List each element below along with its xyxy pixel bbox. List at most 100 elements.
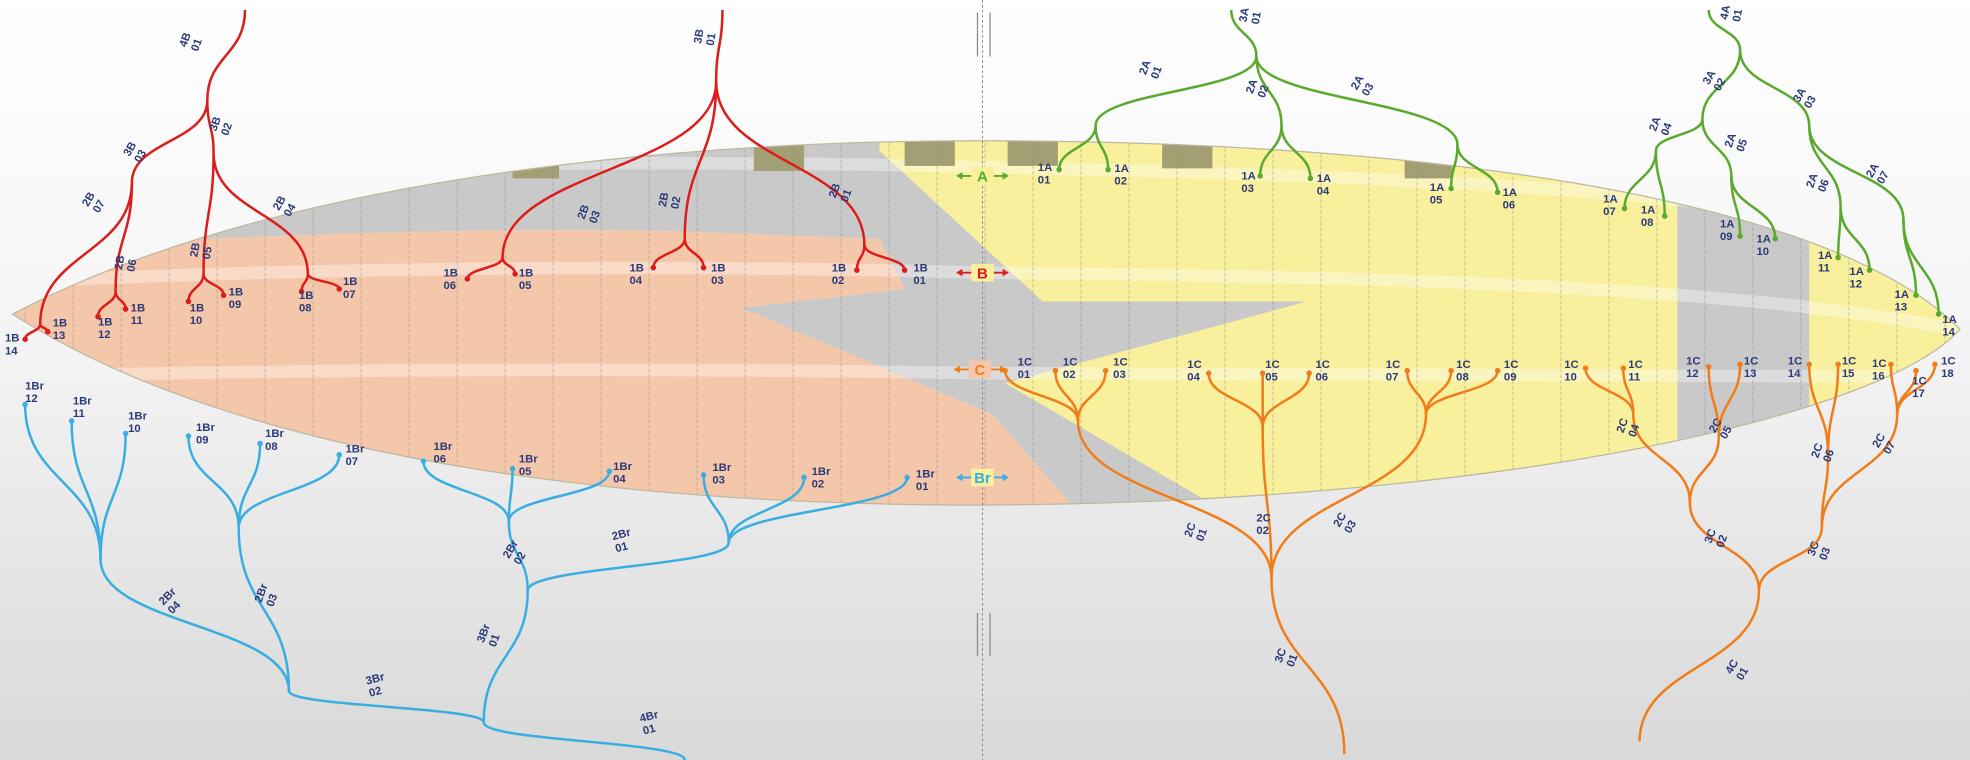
attachment-point [854, 267, 860, 273]
line-segment [1255, 56, 1283, 126]
line-code: 3C [1703, 527, 1719, 545]
line-code: 3A [1237, 7, 1251, 23]
line-segment [727, 477, 806, 543]
attachment-point [1582, 365, 1589, 371]
line-code: 1C [1265, 359, 1279, 371]
line-code: 1Br [196, 422, 215, 434]
attachment-point [22, 336, 28, 342]
line-number: 03 [1241, 183, 1254, 195]
line-number: 11 [131, 315, 143, 327]
line-number: 02 [812, 478, 825, 490]
line-number: 11 [1628, 372, 1640, 384]
line-code: 2C [1256, 512, 1270, 524]
line-code: 4Br [638, 709, 660, 726]
line-code: 1Br [916, 468, 935, 480]
attachment-point [220, 292, 227, 299]
line-segment [1632, 414, 1692, 503]
line-segment [1003, 370, 1080, 422]
line-segment [683, 81, 718, 239]
attachment-point [1052, 367, 1059, 374]
line-code: 1C [1456, 359, 1470, 371]
line-segment [1839, 207, 1871, 271]
attachment-point [95, 313, 101, 320]
line-segment [1688, 502, 1761, 591]
line-number: 06 [125, 258, 139, 272]
line-code: 2B [576, 203, 592, 221]
line-code: 1A [1942, 314, 1956, 326]
line-number: 18 [1941, 368, 1954, 380]
line-code: 1B [711, 262, 725, 274]
attachment-point [122, 430, 129, 437]
line-number: 02 [832, 275, 845, 287]
line-code: 1A [1756, 233, 1770, 245]
line-segment [702, 474, 730, 543]
attachment-point [420, 458, 427, 464]
line-number: 08 [1641, 217, 1654, 229]
line-code: 1C [1113, 357, 1127, 369]
line-segment [727, 477, 909, 544]
line-segment [501, 81, 718, 258]
line-code: 1A [1430, 182, 1444, 194]
marker-bg [971, 468, 994, 487]
marker-arrowhead [953, 365, 1007, 374]
line-code: 1Br [519, 453, 538, 465]
line-number: 07 [1875, 169, 1892, 186]
line-number: 01 [1250, 11, 1264, 25]
attachment-point [700, 264, 707, 271]
line-code: 2A [1137, 59, 1153, 77]
line-number: 13 [1895, 301, 1908, 313]
line-code: 3C [1273, 647, 1289, 665]
line-segment [1057, 125, 1097, 170]
line-code: 1C [1628, 359, 1642, 371]
attachment-point [700, 472, 707, 478]
line-number: 06 [433, 453, 446, 465]
line-number: 03 [1342, 519, 1359, 536]
line-segment [1654, 118, 1704, 152]
attachment-point [1661, 213, 1668, 219]
line-number: 03 [1360, 81, 1377, 98]
line-code: 3B [208, 115, 224, 133]
attachment-point [650, 264, 657, 271]
line-segment [1688, 437, 1721, 503]
line-code: 1A [1317, 173, 1331, 185]
line-number: 01 [614, 540, 629, 555]
line-segment [1622, 368, 1635, 415]
line-number: 05 [1430, 195, 1443, 207]
attachment-point [904, 474, 910, 481]
line-number: 03 [1802, 94, 1819, 111]
line-segment [1456, 144, 1499, 193]
attachment-point [1105, 166, 1111, 173]
line-segment [714, 81, 866, 246]
attachment-point [1866, 267, 1873, 273]
line-code: 3B [692, 28, 706, 44]
line-code: 1B [832, 262, 846, 274]
line-number: 09 [1504, 372, 1517, 384]
attachment-point [1102, 367, 1109, 374]
line-code: 1B [131, 303, 145, 315]
line-code: 1Br [712, 462, 731, 474]
attachment-point [1620, 365, 1627, 371]
line-code: 2B [827, 182, 843, 200]
line-number: 05 [1265, 372, 1278, 384]
